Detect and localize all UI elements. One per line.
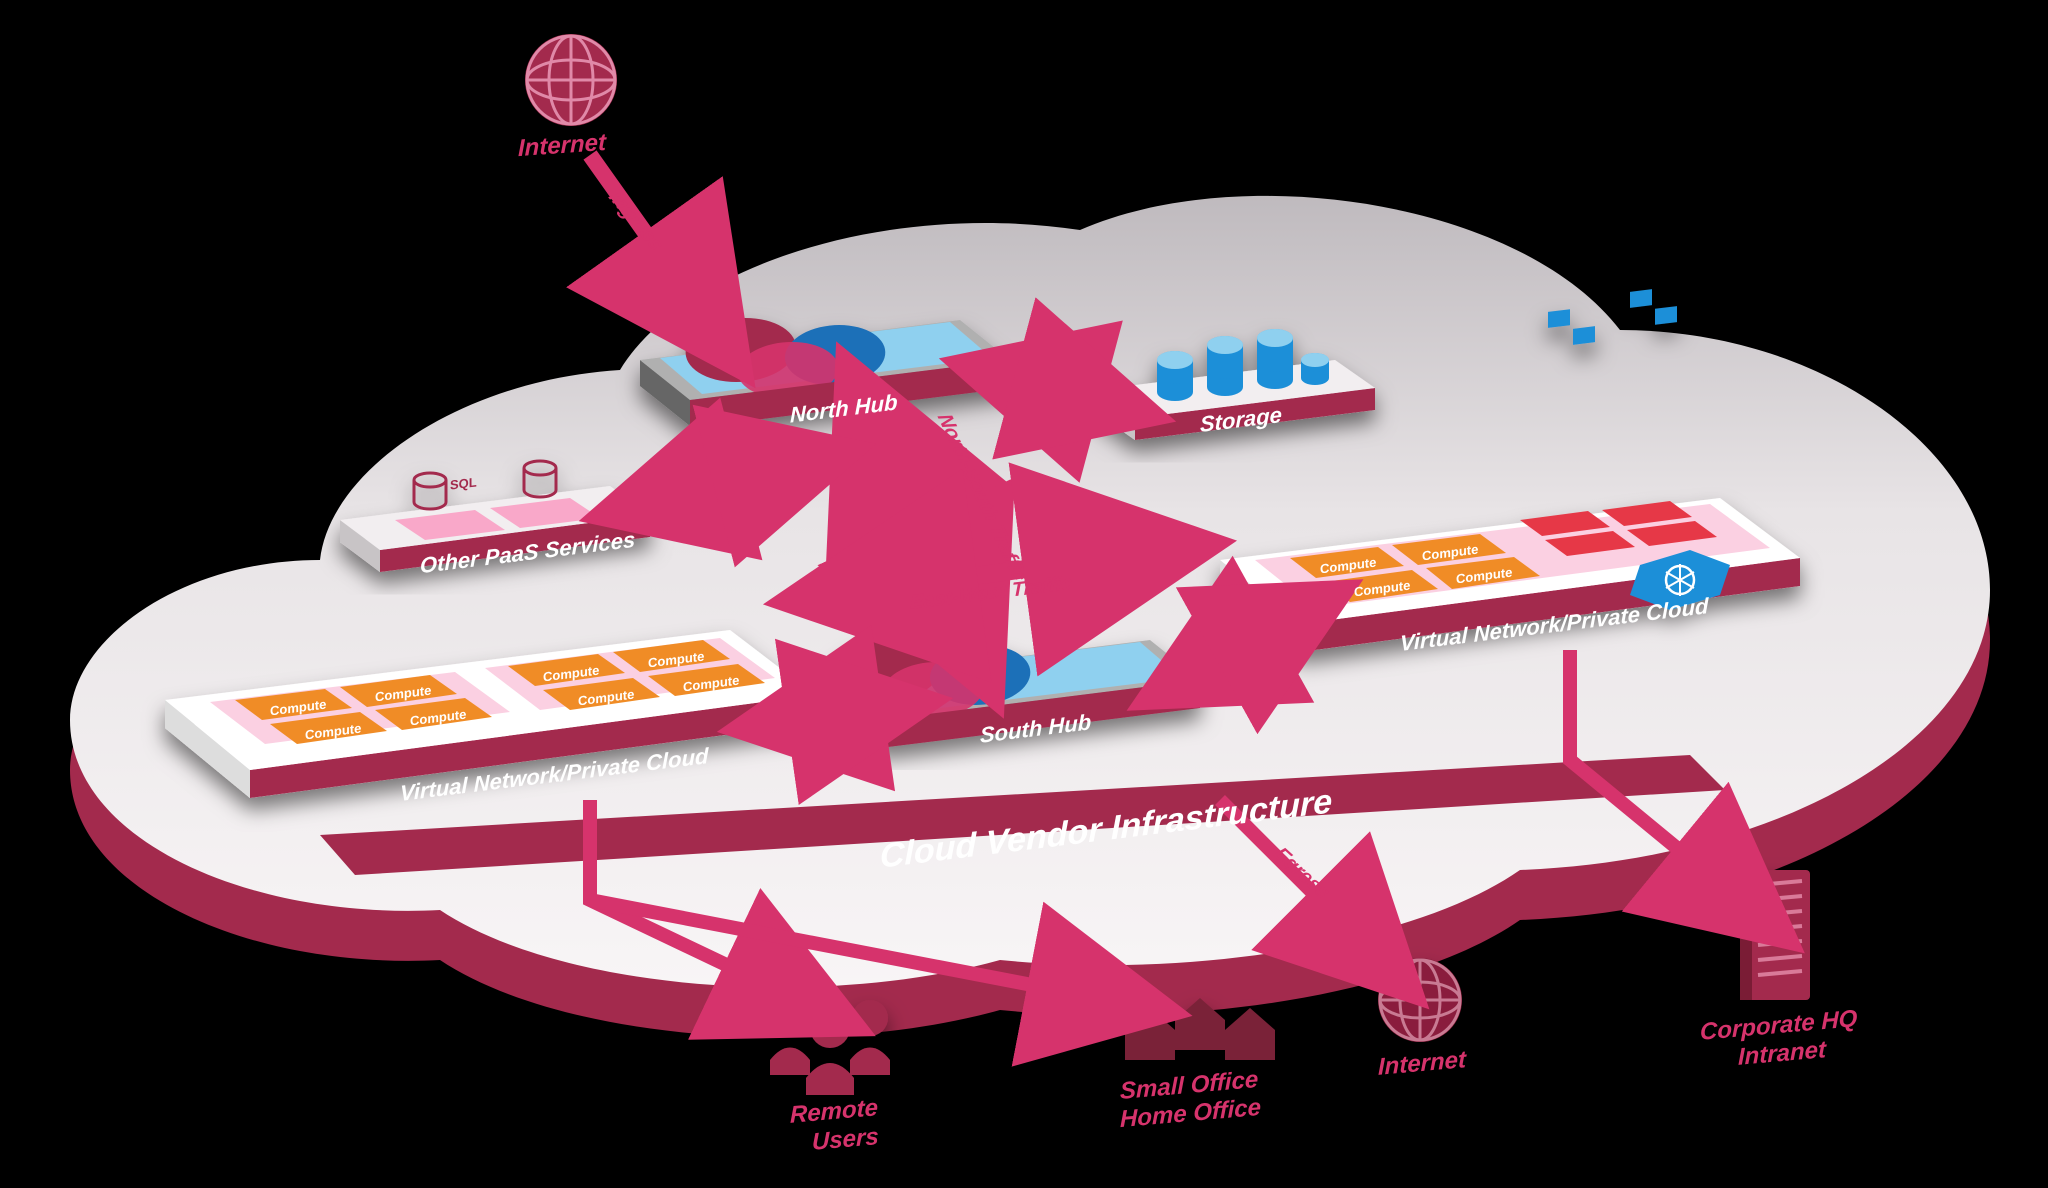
storage-cylinder — [1157, 351, 1193, 401]
remote-users-label-2: Users — [812, 1123, 879, 1157]
internet-bottom-icon — [1378, 958, 1462, 1042]
internet-top-icon — [525, 34, 617, 126]
corp-hq-icon — [1740, 870, 1810, 1000]
storage-cylinder — [1257, 329, 1293, 389]
storage-cylinder — [1207, 336, 1243, 396]
storage-cylinder — [1301, 353, 1329, 385]
remote-users-icon — [770, 1000, 890, 1095]
